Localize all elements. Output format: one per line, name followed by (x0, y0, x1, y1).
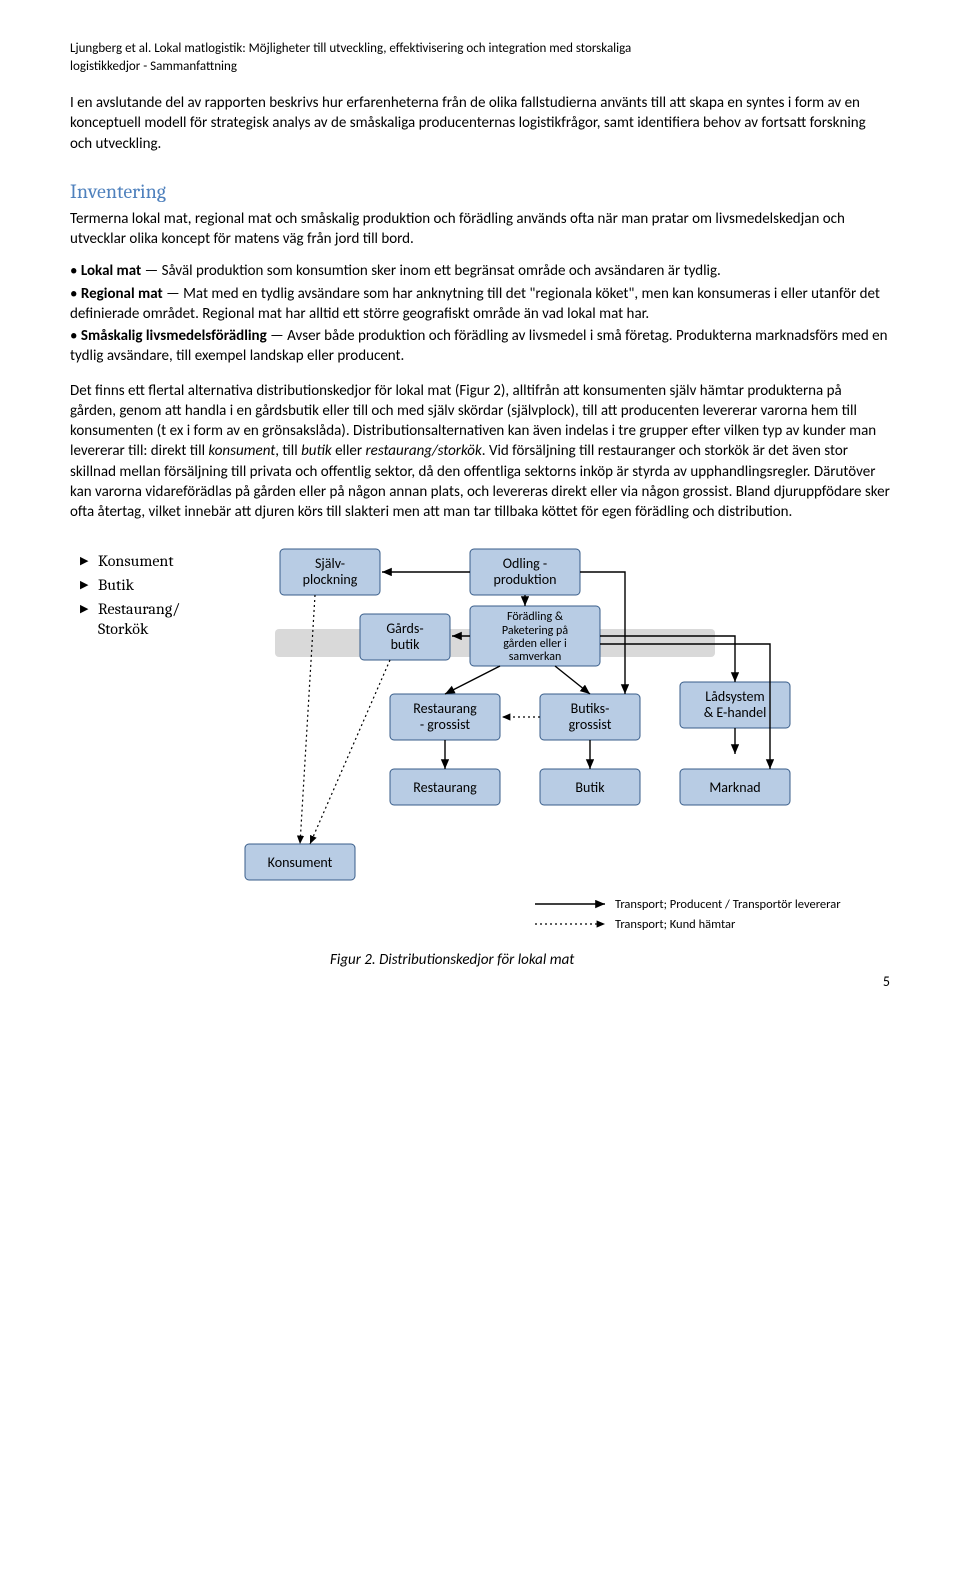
svg-text:- grossist: - grossist (420, 716, 471, 733)
bullet2-label: Regional mat (81, 285, 163, 303)
bullet3-label: Småskalig livsmedelsförädling (81, 327, 267, 345)
main-i2: butik (301, 442, 332, 460)
svg-text:Butiks-: Butiks- (571, 700, 610, 717)
bullet1-label: Lokal mat (81, 262, 141, 280)
svg-text:Gårds-: Gårds- (386, 620, 423, 637)
main-p1b: , till (275, 442, 301, 460)
svg-text:grossist: grossist (569, 716, 612, 733)
list-restaurang: Restaurang/ (98, 600, 180, 618)
svg-text:plockning: plockning (303, 571, 358, 588)
bullet-item-1: • Lokal mat — Såväl produktion som konsu… (70, 261, 890, 281)
svg-text:gården eller i: gården eller i (503, 637, 567, 651)
svg-text:butik: butik (391, 636, 421, 653)
svg-text:▶: ▶ (80, 603, 89, 615)
intro-paragraph: I en avslutande del av rapporten beskriv… (70, 93, 890, 154)
svg-text:Lådsystem: Lådsystem (705, 688, 764, 705)
svg-text:Marknad: Marknad (709, 779, 760, 796)
svg-text:samverkan: samverkan (509, 650, 562, 664)
page-number: 5 (883, 973, 890, 992)
list-konsument: Konsument (98, 552, 174, 570)
figure-2-diagram: ▶ Konsument ▶ Butik ▶ Restaurang/ Storkö… (70, 544, 890, 974)
svg-text:Restaurang: Restaurang (413, 700, 477, 717)
svg-text:& E-handel: & E-handel (704, 704, 767, 721)
header-line-1: Ljungberg et al. Lokal matlogistik: Möjl… (70, 41, 631, 56)
svg-text:Konsument: Konsument (268, 854, 333, 871)
main-p1c: eller (332, 442, 366, 460)
main-paragraph: Det finns ett flertal alternativa distri… (70, 381, 890, 523)
list-storkok: Storkök (98, 620, 149, 638)
svg-text:Butik: Butik (575, 779, 605, 796)
page-header: Ljungberg et al. Lokal matlogistik: Möjl… (70, 40, 890, 75)
legend-dotted: Transport; Kund hämtar (615, 917, 736, 932)
bullet1-text: — Såväl produktion som konsumtion sker i… (141, 262, 721, 280)
flowchart-svg: ▶ Konsument ▶ Butik ▶ Restaurang/ Storkö… (70, 544, 890, 974)
section-title: Inventering (70, 178, 890, 205)
section-lead: Termerna lokal mat, regional mat och små… (70, 209, 890, 250)
bullet-list: • Lokal mat — Såväl produktion som konsu… (70, 261, 890, 366)
main-i1: konsument (208, 442, 275, 460)
svg-text:▶: ▶ (80, 555, 89, 567)
bullet2-text: — Mat med en tydlig avsändare som har an… (70, 285, 880, 323)
figure-caption: Figur 2. Distributionskedjor för lokal m… (330, 951, 575, 969)
svg-text:Odling -: Odling - (503, 555, 547, 572)
svg-text:Förädling &: Förädling & (507, 610, 564, 624)
legend-solid: Transport; Producent / Transportör lever… (615, 897, 841, 912)
svg-text:Restaurang: Restaurang (413, 779, 477, 796)
bullet-item-2: • Regional mat — Mat med en tydlig avsän… (70, 284, 890, 325)
svg-text:▶: ▶ (80, 579, 89, 591)
bullet-item-3: • Småskalig livsmedelsförädling — Avser … (70, 326, 890, 367)
svg-text:produktion: produktion (494, 571, 557, 588)
svg-text:Själv-: Själv- (315, 555, 345, 572)
header-line-2: logistikkedjor - Sammanfattning (70, 59, 237, 74)
list-butik: Butik (98, 576, 135, 594)
svg-text:Paketering på: Paketering på (502, 624, 568, 638)
main-i3: restaurang/storkök (366, 442, 482, 460)
